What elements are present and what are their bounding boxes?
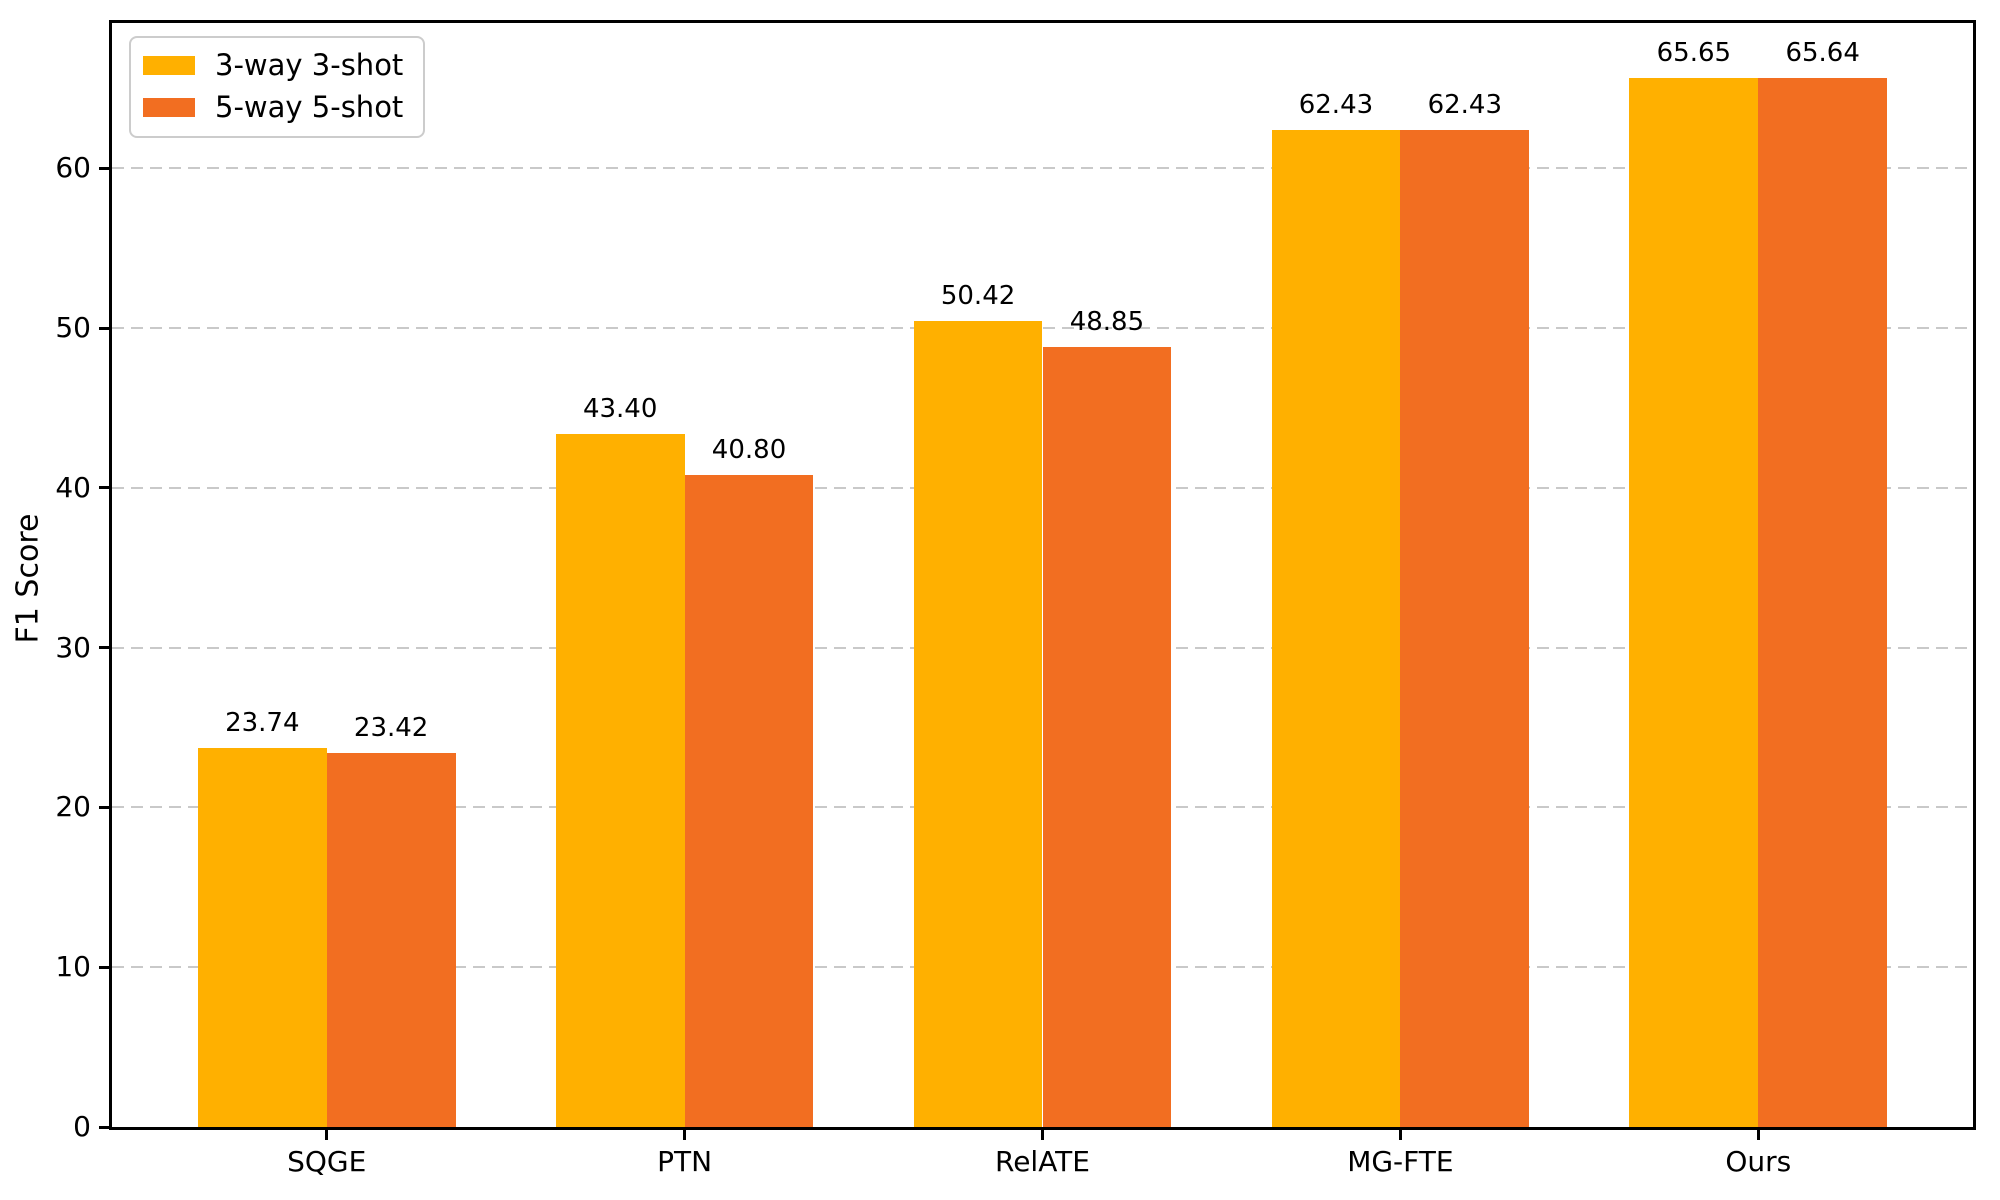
legend-item-5-way-5-shot: 5-way 5-shot [143, 89, 404, 124]
x-tick-mark-relate [1041, 1129, 1044, 1140]
bar-value-label-ptn-3-way-3-shot: 43.40 [582, 393, 658, 424]
gridline-y-50 [112, 327, 1973, 330]
bar-mg-fte-3-way-3-shot [1271, 129, 1401, 1127]
bar-value-label-sqge-5-way-5-shot: 23.42 [353, 712, 429, 743]
bar-value-label-ours-5-way-5-shot: 65.64 [1785, 38, 1860, 69]
x-tick-mark-sqge [325, 1129, 329, 1140]
x-tick-label-ours: Ours [1725, 1145, 1792, 1178]
y-tick-mark-0 [99, 1125, 110, 1129]
legend: 3-way 3-shot 5-way 5-shot [129, 36, 426, 138]
x-tick-label-mg-fte: MG-FTE [1347, 1145, 1454, 1178]
bar-value-label-mg-fte-3-way-3-shot: 62.43 [1298, 89, 1374, 120]
y-tick-mark-60 [99, 166, 110, 170]
bar-value-label-relate-3-way-3-shot: 50.42 [940, 281, 1016, 312]
bar-ours-5-way-5-shot [1758, 78, 1888, 1127]
bar-ours-3-way-3-shot [1629, 78, 1759, 1127]
bar-value-label-mg-fte-5-way-5-shot: 62.43 [1427, 89, 1502, 120]
y-tick-label-40: 40 [55, 470, 91, 504]
bar-sqge-5-way-5-shot [326, 752, 456, 1127]
gridline-y-60 [112, 167, 1973, 170]
y-tick-label-20: 20 [55, 790, 91, 824]
legend-label-5-way-5-shot: 5-way 5-shot [215, 89, 404, 124]
y-tick-mark-20 [99, 805, 110, 809]
x-tick-label-sqge: SQGE [287, 1145, 367, 1178]
y-tick-mark-50 [99, 326, 110, 330]
bar-value-label-relate-5-way-5-shot: 48.85 [1069, 306, 1145, 337]
y-tick-label-0: 0 [73, 1110, 91, 1143]
bar-value-label-ptn-5-way-5-shot: 40.80 [711, 435, 787, 466]
y-tick-mark-10 [99, 965, 110, 969]
legend-item-3-way-3-shot: 3-way 3-shot [143, 48, 404, 82]
bar-mg-fte-5-way-5-shot [1400, 129, 1530, 1127]
bar-relate-5-way-5-shot [1042, 346, 1172, 1127]
y-tick-label-10: 10 [55, 950, 91, 984]
x-tick-label-ptn: PTN [657, 1145, 713, 1178]
y-tick-mark-30 [99, 646, 110, 650]
y-tick-mark-40 [99, 486, 110, 490]
x-tick-mark-ours [1756, 1129, 1760, 1140]
x-tick-mark-ptn [683, 1129, 687, 1140]
y-tick-label-30: 30 [55, 630, 91, 664]
bar-value-label-ours-3-way-3-shot: 65.65 [1656, 38, 1732, 69]
x-tick-mark-mg-fte [1398, 1129, 1402, 1140]
x-tick-label-relate: RelATE [995, 1145, 1090, 1178]
bar-ptn-5-way-5-shot [684, 475, 814, 1127]
bar-value-label-sqge-3-way-3-shot: 23.74 [225, 707, 300, 738]
bar-relate-3-way-3-shot [913, 321, 1043, 1127]
y-tick-label-50: 50 [55, 311, 91, 345]
plot-area: 23.74 23.42 43.40 40.80 50.42 48.85 62.43 62.43… [109, 20, 1976, 1130]
legend-label-3-way-3-shot: 3-way 3-shot [215, 48, 404, 82]
legend-swatch-5-way-5-shot [143, 98, 195, 118]
y-axis-title: F1 Score [10, 513, 46, 644]
bar-ptn-3-way-3-shot [555, 433, 685, 1127]
legend-swatch-3-way-3-shot [143, 56, 195, 76]
bar-sqge-3-way-3-shot [197, 747, 327, 1127]
y-tick-label-60: 60 [55, 151, 91, 185]
